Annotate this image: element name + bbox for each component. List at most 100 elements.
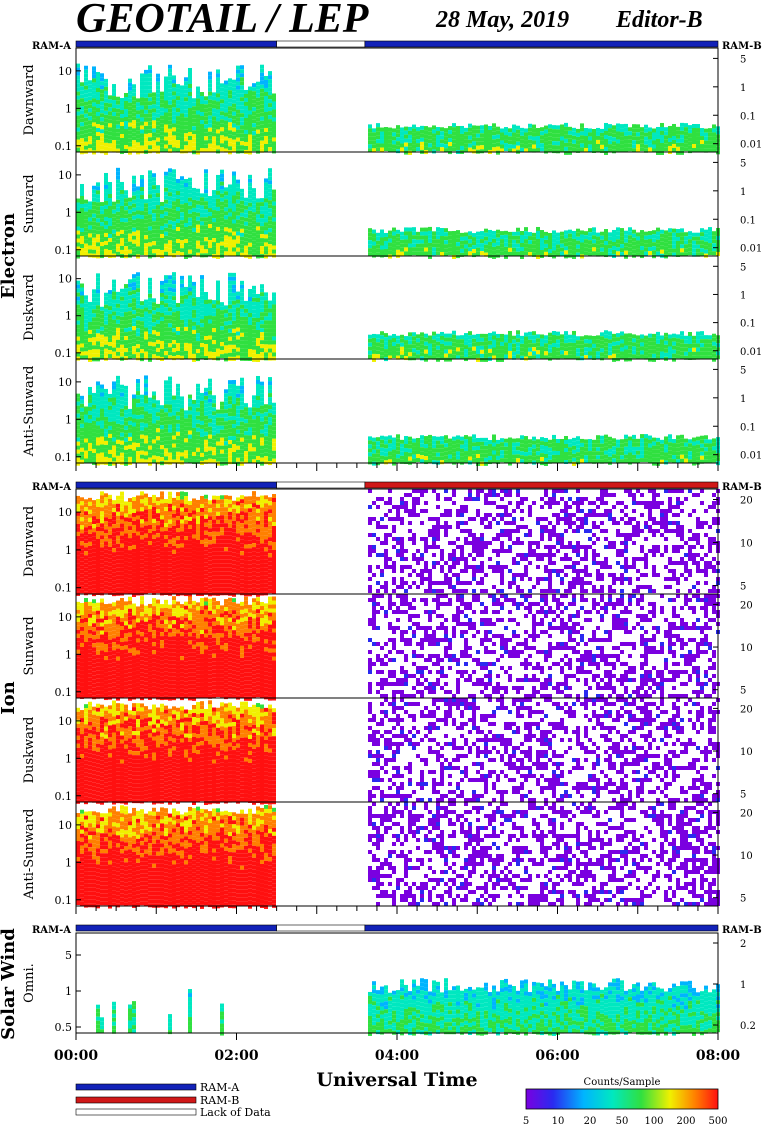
spectrogram-cell [248,234,252,239]
spectrogram-cell [220,334,224,339]
spectrogram-cell [232,131,236,136]
spectrogram-cell [192,98,196,103]
spectrogram-cell [576,244,580,249]
spectrogram-cell [84,137,88,142]
spectrogram-cell [388,147,392,152]
spectrogram-cell [128,217,132,222]
spectrogram-cell [92,416,96,421]
spectrogram-cell [680,122,684,127]
spectrogram-cell [232,300,236,305]
spectrogram-cell [512,351,516,356]
spectrogram-cell [220,205,224,210]
spectrogram-cell [692,232,696,237]
spectrogram-cell [480,137,484,142]
spectrogram-cell [116,355,120,360]
spectrogram-cell [124,457,128,462]
spectrogram-cell [152,423,156,428]
spectrogram-cell [88,96,92,101]
spectrogram-cell [272,129,276,134]
spectrogram-cell [172,419,176,424]
spectrogram-cell [712,247,716,252]
spectrogram-cell [680,339,684,344]
spectrogram-cell [96,198,100,203]
spectrogram-cell [432,331,436,336]
spectrogram-cell [112,389,116,394]
spectrogram-cell [76,71,80,76]
spectrogram-cell [268,127,272,132]
spectrogram-cell [232,143,236,148]
spectrogram-cell [116,379,120,384]
ram-bar-segment [75,40,277,48]
spectrogram-cell [216,222,220,227]
spectrogram-cell [152,225,156,230]
y-tick-right: 1 [740,83,746,94]
y-tick-left: 10 [58,169,72,182]
spectrogram-cell [472,354,476,359]
spectrogram-cell [420,129,424,134]
spectrogram-cell [80,283,84,288]
spectrogram-cell [160,332,164,337]
spectrogram-cell [132,346,136,351]
spectrogram-cell [80,211,84,216]
spectrogram-cell [96,445,100,450]
spectrogram-cell [256,97,260,102]
spectrogram-cell [116,144,120,149]
spectrogram-cell [464,337,468,342]
spectrogram-cell [232,187,236,192]
spectrogram-cell [272,241,276,246]
spectrogram-cell [392,243,396,248]
spectrogram-cell [112,144,116,149]
spectrogram-cell [248,328,252,333]
spectrogram-cell [264,202,268,207]
spectrogram-cell [168,168,172,173]
spectrogram-cell [144,339,148,344]
spectrogram-cell [636,132,640,137]
spectrogram-cell [420,348,424,353]
spectrogram-cell [688,355,692,360]
spectrogram-cell [88,430,92,435]
spectrogram-cell [116,207,120,212]
spectrogram-cell [404,239,408,244]
spectrogram-cell [452,127,456,132]
spectrogram-cell [156,217,160,222]
spectrogram-cell [100,452,104,457]
spectrogram-cell [112,347,116,352]
spectrogram-cell [240,117,244,122]
spectrogram-cell [216,214,220,219]
spectrogram-cell [248,230,252,235]
spectrogram-cell [76,111,80,116]
spectrogram-cell [636,355,640,360]
spectrogram-cell [676,130,680,135]
spectrogram-cell [396,141,400,146]
spectrogram-cell [264,198,268,203]
spectrogram-cell [80,207,84,212]
spectrogram-cell [176,351,180,356]
spectrogram-cell [452,242,456,247]
spectrogram-cell [240,236,244,241]
spectrogram-cell [252,103,256,108]
spectrogram-cell [212,218,216,223]
spectrogram-cell [140,301,144,306]
spectrogram-cell [136,427,140,432]
spectrogram-cell [164,199,168,204]
spectrogram-cell [556,141,560,146]
spectrogram-cell [248,288,252,293]
spectrogram-cell [372,333,376,338]
spectrogram-cell [392,334,396,339]
spectrogram-cell [676,346,680,351]
spectrogram-cell [416,243,420,248]
spectrogram-cell [100,97,104,102]
spectrogram-cell [220,338,224,343]
spectrogram-cell [436,135,440,140]
spectrogram-cell [184,178,188,183]
spectrogram-cell [132,326,136,331]
spectrogram-cell [232,316,236,321]
spectrogram-cell [140,175,144,180]
spectrogram-cell [484,136,488,141]
spectrogram-cell [260,332,264,337]
spectrogram-cell [672,244,676,249]
spectrogram-cell [240,65,244,70]
spectrogram-cell [132,282,136,287]
spectrogram-cell [168,120,172,125]
